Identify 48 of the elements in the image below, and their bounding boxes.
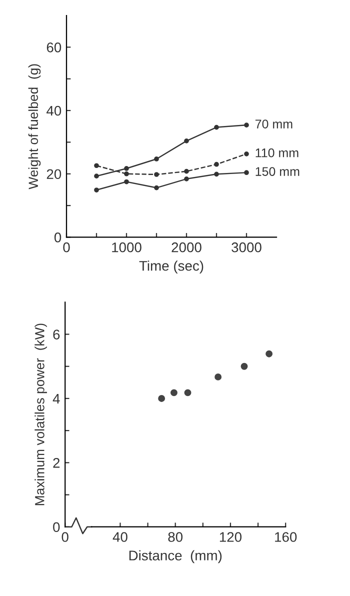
point xyxy=(184,168,189,174)
x-tick-label: 80 xyxy=(168,532,183,542)
point xyxy=(94,188,99,192)
point xyxy=(170,389,178,396)
point xyxy=(184,138,189,144)
point xyxy=(154,156,159,162)
y-tick-label: 0 xyxy=(53,522,60,532)
point xyxy=(94,174,99,179)
x-tick-label: 40 xyxy=(112,532,128,542)
point xyxy=(214,373,222,380)
point xyxy=(244,170,249,176)
x-tick-label: 2000 xyxy=(172,242,202,252)
point xyxy=(184,389,192,396)
y-axis-title: Weight of fuelbed (g) xyxy=(28,64,41,190)
point xyxy=(266,350,273,358)
series-label: 70 mm xyxy=(255,120,292,128)
x-tick-label: 0 xyxy=(62,532,68,542)
y-tick-label: 4 xyxy=(52,394,60,404)
x-tick-label: 1000 xyxy=(112,242,142,252)
point xyxy=(154,172,159,177)
point xyxy=(244,151,249,156)
point xyxy=(240,362,248,370)
x-axis-title: Time (sec) xyxy=(139,260,204,274)
point xyxy=(158,394,166,402)
y-tick-label: 0 xyxy=(54,232,62,242)
y-tick-label: 60 xyxy=(46,42,62,52)
point xyxy=(214,124,219,130)
y-tick-label: 6 xyxy=(53,330,60,340)
x-tick-label: 0 xyxy=(63,242,70,252)
point xyxy=(124,179,129,184)
y-axis-title: Maximum volatiles power (kW) xyxy=(34,324,47,506)
point xyxy=(214,172,219,177)
point xyxy=(124,166,129,171)
x-axis-title: Distance (mm) xyxy=(129,550,222,564)
y-tick-label: 20 xyxy=(46,169,62,180)
point xyxy=(184,176,189,182)
point xyxy=(124,171,129,176)
point xyxy=(154,185,159,190)
point xyxy=(94,163,99,168)
x-tick-label: 160 xyxy=(275,532,297,542)
series-label: 150 mm xyxy=(256,167,300,176)
point xyxy=(214,162,219,167)
series-label: 110 mm xyxy=(256,148,298,158)
y-tick-label: 40 xyxy=(46,106,62,116)
y-tick-label: 2 xyxy=(53,458,60,468)
x-tick-label: 3000 xyxy=(232,242,262,252)
x-tick-label: 120 xyxy=(220,532,242,542)
point xyxy=(244,122,249,128)
